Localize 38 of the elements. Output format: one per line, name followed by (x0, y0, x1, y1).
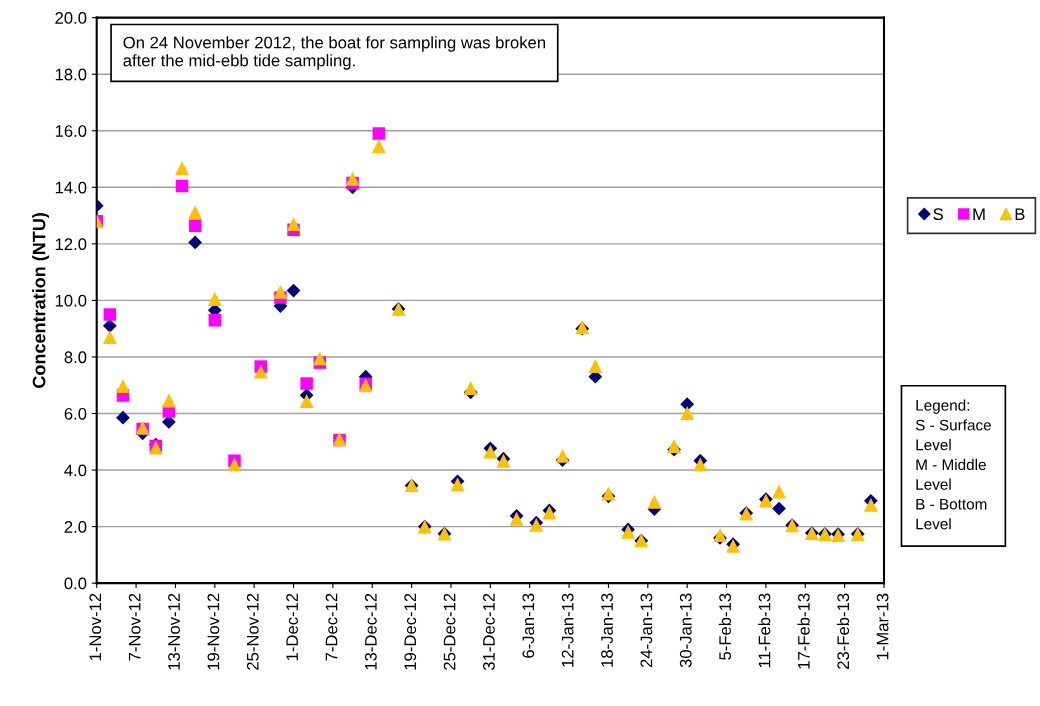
y-tick-label: 16.0 (55, 125, 87, 137)
x-tick-label: 18-Jan-13 (601, 593, 613, 667)
y-tick-label: 6.0 (64, 407, 87, 420)
x-tick-label: 23-Feb-13 (836, 593, 850, 669)
x-tick-label: 7-Nov-12 (128, 593, 141, 661)
legend-label: B (1015, 208, 1025, 220)
x-tick-label: 11-Feb-13 (758, 593, 771, 668)
x-tick-label: 5-Feb-13 (718, 593, 732, 660)
x-tick-label: 1-Nov-12 (89, 593, 102, 661)
y-tick-label: 10.0 (55, 294, 87, 307)
y-tick-label: 18.0 (55, 68, 87, 81)
y-axis-title: Concentration (NTU) (32, 213, 50, 388)
legend-label: M (973, 208, 985, 220)
y-tick-label: 14.0 (55, 181, 87, 194)
x-tick-label: 13-Dec-12 (364, 593, 377, 670)
y-tick-label: 0.0 (64, 577, 87, 590)
legend-label: S (933, 208, 943, 221)
x-tick-label: 7-Dec-12 (325, 593, 338, 661)
x-tick-label: 6-Jan-13 (522, 593, 535, 658)
y-tick-label: 2.0 (64, 521, 87, 533)
x-tick-label: 1-Mar-13 (876, 593, 889, 660)
y-tick-label: 4.0 (64, 464, 87, 477)
x-tick-label: 1-Dec-12 (286, 593, 299, 661)
x-tick-label: 24-Jan-13 (640, 593, 653, 668)
text: Legend: S - Surface Level M - Middle Level B - Bottom Level (915, 399, 991, 530)
y-tick-label: 20.0 (55, 12, 87, 24)
x-tick-label: 13-Nov-12 (168, 593, 180, 670)
x-tick-label: 12-Jan-13 (561, 593, 574, 667)
x-tick-label: 25-Dec-12 (443, 593, 456, 670)
x-tick-label: 17-Feb-13 (797, 593, 810, 669)
x-tick-label: 30-Jan-13 (679, 593, 692, 668)
y-tick-label: 8.0 (64, 351, 87, 364)
x-tick-label: 25-Nov-12 (246, 593, 259, 670)
annotation: On 24 November 2012, the boat for sampling was broken after the mid-ebb tide sampling. (123, 36, 546, 70)
x-tick-label: 31-Dec-12 (483, 593, 495, 671)
x-tick-label: 19-Dec-12 (404, 593, 417, 670)
x-tick-label: 19-Nov-12 (207, 593, 220, 670)
y-tick-label: 12.0 (55, 238, 87, 251)
